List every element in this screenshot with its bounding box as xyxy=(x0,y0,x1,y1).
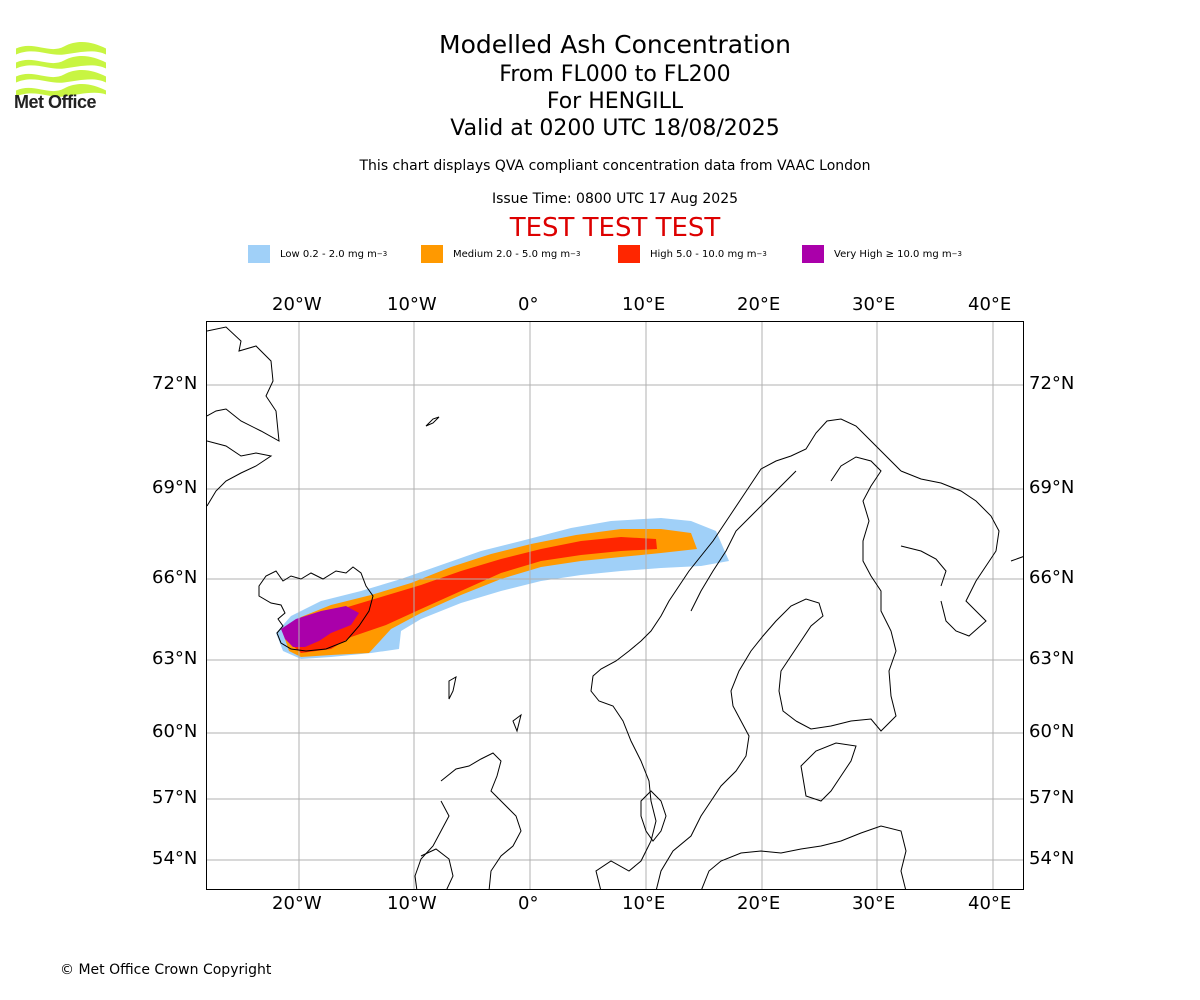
lon-label-top-10w: 10°W xyxy=(387,294,437,315)
lon-label-top-10e: 10°E xyxy=(622,294,666,315)
lon-label-bottom-20e: 20°E xyxy=(737,893,781,914)
ireland-coast xyxy=(420,848,454,889)
lon-label-bottom-30e: 30°E xyxy=(852,893,896,914)
ash-plume xyxy=(276,518,729,659)
shetland-coast xyxy=(512,713,522,733)
map-canvas xyxy=(207,322,1023,889)
lon-label-top-20e: 20°E xyxy=(737,294,781,315)
lat-label-left-66n: 66°N xyxy=(152,567,198,588)
lat-label-right-63n: 63°N xyxy=(1029,648,1075,669)
issue-time: Issue Time: 0800 UTC 17 Aug 2025 xyxy=(491,191,739,207)
graticule xyxy=(207,322,1023,889)
lon-label-top-40e: 40°E xyxy=(968,294,1012,315)
ash-very-high-region xyxy=(281,606,359,647)
flight-level-range: From FL000 to FL200 xyxy=(499,62,731,87)
greenland-coast xyxy=(207,326,280,507)
lon-label-bottom-0: 0° xyxy=(518,893,539,914)
lat-label-left-69n: 69°N xyxy=(152,477,198,498)
norway-coast xyxy=(590,418,902,889)
lon-label-bottom-20w: 20°W xyxy=(272,893,322,914)
lat-label-left-63n: 63°N xyxy=(152,648,198,669)
sweden-norway-border xyxy=(690,470,797,612)
legend-item-low: Low 0.2 - 2.0 mg m −3 xyxy=(248,244,387,264)
coastlines xyxy=(207,326,1023,889)
lon-label-bottom-10e: 10°E xyxy=(622,893,666,914)
finland-coast xyxy=(795,456,897,732)
legend-label-low: Low 0.2 - 2.0 mg m xyxy=(280,248,377,260)
ash-high-region xyxy=(289,537,657,653)
met-office-logo xyxy=(16,42,106,97)
lon-label-bottom-10w: 10°W xyxy=(387,893,437,914)
faroe-coast xyxy=(448,676,457,700)
legend-swatch-very-high xyxy=(802,245,824,263)
legend-swatch-high xyxy=(618,245,640,263)
compliance-note: This chart displays QVA compliant concen… xyxy=(359,158,871,174)
lat-label-left-54n: 54°N xyxy=(152,848,198,869)
ash-medium-region xyxy=(283,529,697,657)
volcano-name: For HENGILL xyxy=(546,89,684,114)
map-panel[interactable] xyxy=(206,321,1024,890)
lat-label-left-57n: 57°N xyxy=(152,787,198,808)
legend-label-very-high: Very High ≥ 10.0 mg m xyxy=(834,248,952,260)
lon-label-top-30e: 30°E xyxy=(852,294,896,315)
lat-label-left-72n: 72°N xyxy=(152,373,198,394)
jan-mayen-coast xyxy=(425,416,440,427)
denmark-coast xyxy=(640,790,667,842)
legend-label-high: High 5.0 - 10.0 mg m xyxy=(650,248,757,260)
legend-item-very-high: Very High ≥ 10.0 mg m −3 xyxy=(802,244,962,264)
scotland-coast xyxy=(414,752,522,889)
russia-coast xyxy=(900,470,1023,637)
lat-label-right-54n: 54°N xyxy=(1029,848,1075,869)
lon-label-bottom-40e: 40°E xyxy=(968,893,1012,914)
legend-item-medium: Medium 2.0 - 5.0 mg m −3 xyxy=(421,244,580,264)
lon-label-top-0: 0° xyxy=(518,294,539,315)
baltic-coast xyxy=(701,742,907,889)
logo-text: Met Office xyxy=(14,92,97,112)
legend-swatch-medium xyxy=(421,245,443,263)
chart-title: Modelled Ash Concentration xyxy=(439,30,791,59)
legend-item-high: High 5.0 - 10.0 mg m −3 xyxy=(618,244,767,264)
lat-label-right-72n: 72°N xyxy=(1029,373,1075,394)
lat-label-right-57n: 57°N xyxy=(1029,787,1075,808)
sweden-coast xyxy=(655,598,824,889)
lat-label-right-60n: 60°N xyxy=(1029,721,1075,742)
iceland-coast xyxy=(258,566,374,652)
lon-label-top-20w: 20°W xyxy=(272,294,322,315)
valid-time: Valid at 0200 UTC 18/08/2025 xyxy=(450,116,780,141)
lat-label-left-60n: 60°N xyxy=(152,721,198,742)
legend-swatch-low xyxy=(248,245,270,263)
lat-label-right-69n: 69°N xyxy=(1029,477,1075,498)
legend-label-medium: Medium 2.0 - 5.0 mg m xyxy=(453,248,571,260)
copyright-notice: © Met Office Crown Copyright xyxy=(60,962,272,978)
lat-label-right-66n: 66°N xyxy=(1029,567,1075,588)
test-banner: TEST TEST TEST xyxy=(509,213,721,243)
